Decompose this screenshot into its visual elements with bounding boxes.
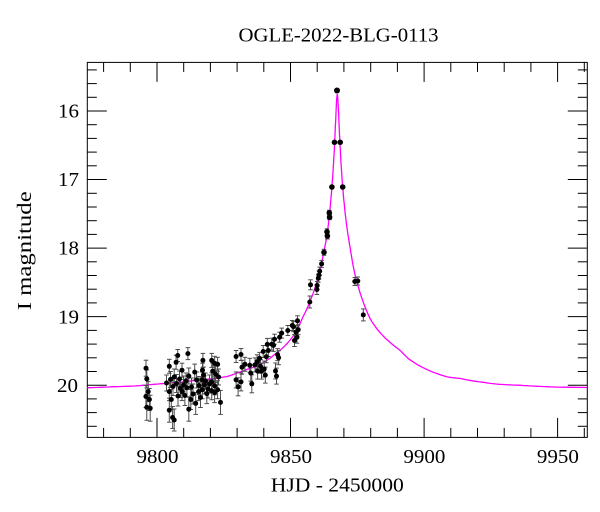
svg-text:9950: 9950 [537, 446, 579, 468]
svg-text:19: 19 [58, 306, 79, 328]
svg-text:OGLE-2022-BLG-0113: OGLE-2022-BLG-0113 [239, 25, 439, 47]
svg-text:9800: 9800 [137, 446, 179, 468]
svg-text:I magnitude: I magnitude [14, 191, 36, 310]
svg-text:20: 20 [57, 375, 78, 397]
svg-text:HJD - 2450000: HJD - 2450000 [271, 474, 404, 496]
svg-text:16: 16 [58, 101, 79, 123]
svg-text:17: 17 [58, 169, 79, 191]
svg-text:18: 18 [58, 238, 79, 260]
svg-text:9900: 9900 [403, 446, 445, 468]
svg-text:9850: 9850 [270, 446, 312, 468]
